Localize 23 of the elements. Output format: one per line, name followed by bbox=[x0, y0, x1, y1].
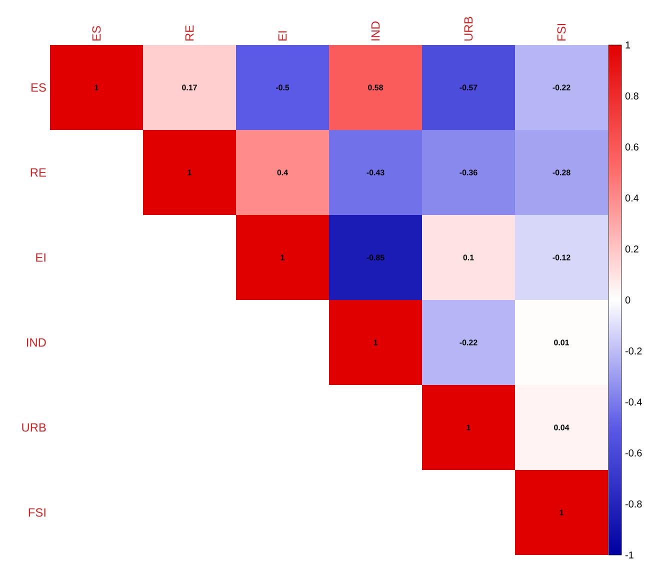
y-tick-label: FSI bbox=[28, 508, 46, 517]
y-tick-label: EI bbox=[36, 253, 46, 262]
y-tick-label: IND bbox=[27, 338, 46, 347]
color-bar-label: -0.6 bbox=[625, 449, 642, 457]
color-bar-label: 0.2 bbox=[625, 245, 638, 253]
x-tick-label: URB bbox=[464, 16, 473, 41]
color-bar-label: -0.2 bbox=[625, 347, 642, 355]
color-bar-label: 0.8 bbox=[625, 92, 638, 100]
x-tick-label: RE bbox=[185, 25, 194, 40]
color-bar-label: 0 bbox=[625, 296, 630, 304]
color-bar-label: 0.6 bbox=[625, 143, 638, 151]
x-tick-label: IND bbox=[371, 21, 380, 40]
x-tick-label: FSI bbox=[557, 24, 566, 40]
y-tick-label: URB bbox=[22, 423, 46, 432]
color-bar-label: 1 bbox=[626, 42, 630, 48]
color-bar-label: -0.8 bbox=[625, 500, 642, 508]
color-bar-label: -0.4 bbox=[625, 398, 642, 406]
y-tick-label: RE bbox=[30, 168, 46, 177]
color-bar-label: -1 bbox=[625, 552, 634, 558]
color-bar-label: 0.4 bbox=[625, 194, 639, 202]
x-tick-label: ES bbox=[92, 26, 101, 40]
x-tick-label: EI bbox=[278, 31, 287, 40]
y-tick-label: ES bbox=[32, 83, 46, 92]
